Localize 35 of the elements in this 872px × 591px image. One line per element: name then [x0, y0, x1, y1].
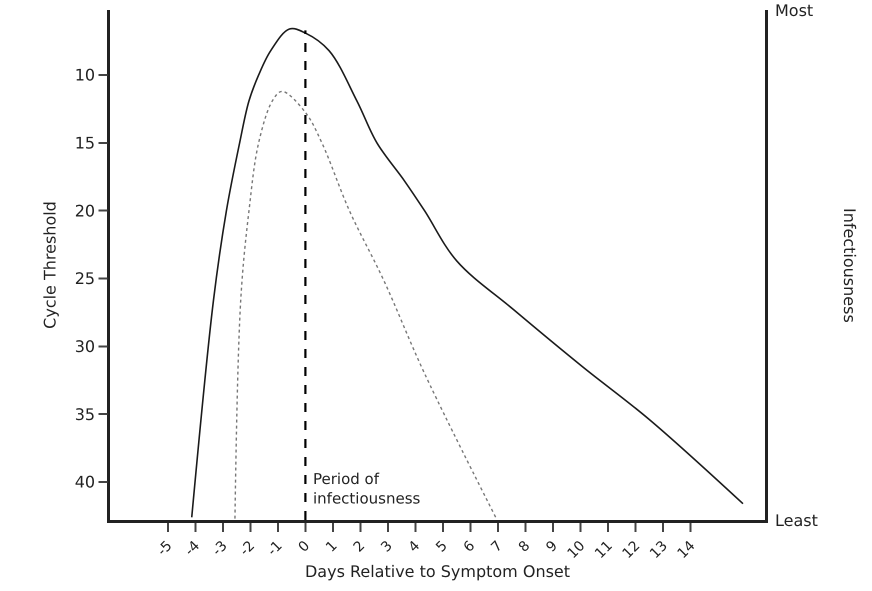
x-tick-label: 9 [543, 538, 561, 556]
x-tick-label: -1 [264, 538, 286, 560]
text: Least [775, 511, 818, 530]
y-tick-label: 35 [74, 404, 96, 424]
line-series [190, 28, 744, 518]
x-tick-label: 14 [674, 538, 699, 562]
y-tick-label: 20 [74, 201, 96, 220]
y-tick-label: 30 [74, 336, 96, 356]
x-tick-label: -2 [236, 538, 258, 560]
x-tick-label: 7 [488, 538, 506, 556]
text: Most [775, 1, 814, 20]
y-tick-label: 15 [74, 134, 96, 153]
x-tick-label: 10 [564, 538, 588, 562]
x-tick-label: 5 [433, 538, 451, 556]
y2-axis-title: Infectiousness [840, 208, 859, 323]
x-tick-label: 3 [378, 538, 396, 556]
x-tick-label: 8 [516, 538, 534, 556]
y-tick-label: 25 [74, 269, 96, 288]
line-series [234, 90, 498, 520]
x-tick-label: 4 [406, 538, 424, 556]
x-tick-label: 6 [460, 538, 478, 556]
x-tick-label: -3 [209, 538, 231, 560]
x-tick-label: -5 [154, 538, 176, 560]
x-tick-label: 12 [620, 538, 644, 562]
x-tick-label: -4 [182, 538, 204, 560]
x-tick-label: 13 [647, 538, 671, 562]
y-tick-label: 10 [74, 66, 96, 85]
x-tick-label: 2 [350, 538, 368, 556]
ref-line-label: Period of infectiousness [313, 470, 421, 508]
y-tick-label: 40 [74, 472, 96, 492]
x-tick-label: 0 [296, 538, 314, 556]
x-tick-label: 1 [323, 538, 341, 556]
x-tick-label: 11 [592, 538, 616, 562]
x-axis-title: Days Relative to Symptom Onset [304, 562, 570, 581]
y-axis-title: Cycle Threshold [40, 201, 60, 329]
